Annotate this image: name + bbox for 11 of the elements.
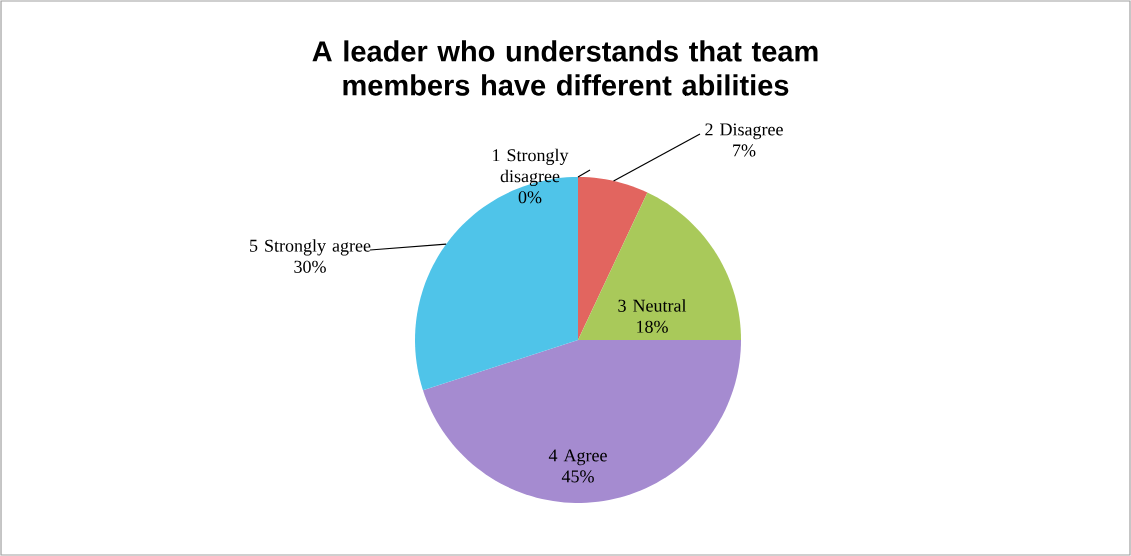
legend-label: 1 Strongly disagree [493,148,569,186]
chart-title: A leader who understands that team members have different abilities [312,40,818,96]
text: 0% [518,191,542,204]
slice-label: 4 Agree [548,449,607,466]
data-label: 18% [637,320,668,333]
data-label: 30% [294,260,326,273]
data-label: 7% [733,144,756,157]
data-label: 45% [561,470,594,483]
slice-label: 5 Strongly agree [250,239,371,256]
slice-label: 2 Disagree [705,123,783,140]
slice-label: 3 Neutral [618,299,687,312]
